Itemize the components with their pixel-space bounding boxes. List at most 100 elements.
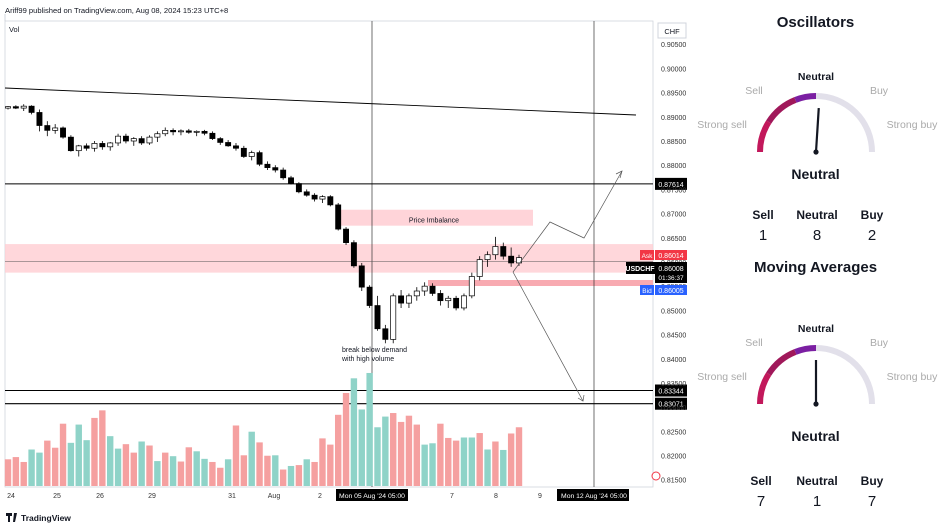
y-tick-label: 0.90000 xyxy=(661,66,686,73)
volume-bar xyxy=(272,455,279,486)
volume-bar xyxy=(429,443,436,486)
volume-bar xyxy=(452,440,460,486)
candle xyxy=(468,276,475,297)
y-tick-label: 0.82500 xyxy=(661,429,686,436)
gauge-arc-neutral xyxy=(794,93,817,103)
symbol-label: USDCHF xyxy=(625,266,655,273)
candle xyxy=(240,147,247,157)
chart-panel[interactable]: Ariff99 published on TradingView.com, Au… xyxy=(0,0,690,530)
level-price-label: 0.83071 xyxy=(658,402,683,409)
volume-bar xyxy=(484,449,491,486)
candle xyxy=(335,204,342,230)
volume-bar xyxy=(154,461,161,486)
candle xyxy=(398,295,405,304)
ask-tag xyxy=(640,250,654,260)
bid-label: Bid xyxy=(642,288,652,295)
zone-label: Price Imbalance xyxy=(409,218,459,225)
volume-bar xyxy=(500,449,507,486)
volume-bar xyxy=(350,378,358,486)
candle xyxy=(413,290,420,297)
candle xyxy=(421,285,428,292)
level-price-label: 0.87614 xyxy=(658,182,683,189)
count-value: 1 xyxy=(812,493,822,510)
candle xyxy=(280,169,287,179)
volume-bar xyxy=(209,461,216,486)
count-value: 7 xyxy=(756,493,766,510)
bid-tag xyxy=(640,285,654,295)
volume-bar xyxy=(217,467,224,486)
currency-box xyxy=(657,22,687,39)
candle xyxy=(500,246,507,257)
candle xyxy=(130,138,137,142)
count-label: Sell xyxy=(750,474,772,488)
volume-bar xyxy=(28,449,35,486)
count-label: Neutral xyxy=(796,208,838,222)
bid-price: 0.86005 xyxy=(658,288,683,295)
projection-arrowhead-down xyxy=(577,394,585,402)
candle xyxy=(138,138,145,144)
candle xyxy=(83,145,90,149)
volume-bar xyxy=(445,437,452,486)
x-tick-label: 2 xyxy=(318,493,322,500)
volume-bar xyxy=(224,459,232,486)
gauge-scale-label: Buy xyxy=(870,337,889,349)
volume-bar xyxy=(44,440,51,486)
candle xyxy=(390,295,397,340)
volume-bar xyxy=(358,409,365,486)
volume-bar xyxy=(36,452,43,486)
volume-bar xyxy=(169,456,177,486)
x-tick-label: 29 xyxy=(148,493,156,500)
y-tick-label: 0.83000 xyxy=(661,405,686,412)
candle xyxy=(445,297,452,302)
x-cursor-label: Mon 12 Aug '24 05:00 xyxy=(561,493,627,500)
volume-bar xyxy=(232,425,240,486)
x-tick-label: Aug xyxy=(268,493,281,500)
volume-bar xyxy=(51,447,59,486)
volume-bar xyxy=(413,424,420,486)
candle xyxy=(107,142,114,148)
count-value: 2 xyxy=(867,227,877,244)
gauge-arc-sell xyxy=(766,349,797,376)
candle xyxy=(209,132,216,139)
volume-bar xyxy=(374,427,381,486)
candle xyxy=(217,138,224,143)
projection-arrow-up xyxy=(512,170,623,273)
candle xyxy=(115,135,122,144)
y-tick-label: 0.89500 xyxy=(661,91,686,98)
volume-bar xyxy=(460,437,468,486)
gauge-hub xyxy=(813,401,819,407)
volume-bar xyxy=(99,410,106,486)
price-chart[interactable]: Ariff99 published on TradingView.com, Au… xyxy=(0,0,690,530)
volume-bar xyxy=(193,451,200,486)
candle xyxy=(453,297,460,309)
x-tick-label: 9 xyxy=(538,493,542,500)
candle xyxy=(350,242,357,267)
volume-bar xyxy=(279,469,287,486)
count-label: Sell xyxy=(752,208,774,222)
x-tick-label: 31 xyxy=(228,493,236,500)
volume-bar xyxy=(507,433,515,486)
y-tick-label: 0.82000 xyxy=(661,454,686,461)
tradingview-logo-icon xyxy=(6,513,17,522)
alert-icon xyxy=(651,471,661,481)
currency-label: CHF xyxy=(664,27,680,36)
candle xyxy=(154,133,161,138)
gauge-arc-buy xyxy=(815,345,875,405)
candle xyxy=(264,163,271,168)
moving-averages-verdict: Neutral xyxy=(791,428,840,444)
candle xyxy=(256,152,263,165)
candle xyxy=(28,105,35,113)
x-tick-label: 7 xyxy=(450,493,454,500)
volume-bar xyxy=(185,447,193,486)
moving-averages-count-buy: Buy 7 xyxy=(837,474,907,510)
symbol-tag xyxy=(626,262,655,274)
oscillators-count-neutral: Neutral 8 xyxy=(782,208,852,244)
volume-bar xyxy=(437,423,444,486)
y-tick-label: 0.83500 xyxy=(661,381,686,388)
gauge-scale-label: Neutral xyxy=(798,71,834,83)
candle xyxy=(484,254,491,260)
last-price-box xyxy=(655,262,687,283)
bar-countdown: 01:36:37 xyxy=(658,275,684,282)
projection-arrow-down xyxy=(512,271,584,402)
candle xyxy=(492,246,499,256)
